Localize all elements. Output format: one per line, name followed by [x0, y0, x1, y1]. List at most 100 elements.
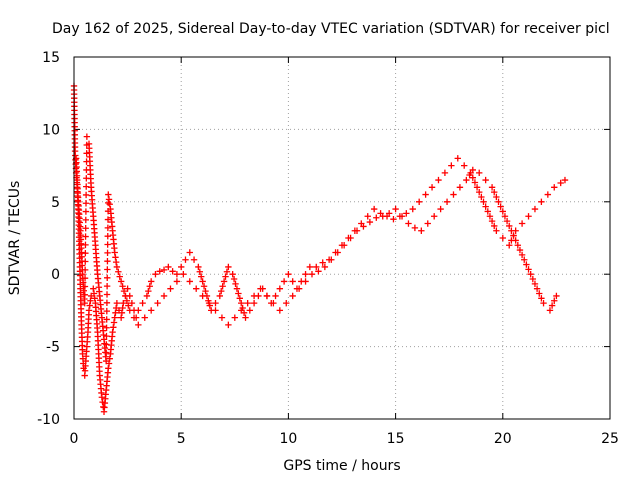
data-point-interp [145, 287, 152, 295]
data-point [225, 321, 232, 329]
data-point [544, 191, 552, 198]
data-point-interp [525, 266, 532, 273]
data-point [130, 314, 138, 321]
plot-frame [73, 56, 611, 420]
data-point-interp [105, 196, 113, 203]
data-point-interp [536, 290, 543, 297]
data-point [199, 292, 206, 300]
data-point [105, 191, 112, 198]
data-point-interp [82, 233, 89, 240]
data-point [561, 176, 569, 184]
data-point [313, 263, 320, 271]
data-point-interp [104, 199, 112, 207]
y-tick-label: 0 [51, 267, 60, 283]
x-tick-label: 20 [494, 431, 512, 447]
data-point-interp [198, 273, 205, 280]
data-point [105, 365, 112, 372]
data-point [242, 314, 249, 321]
data-point-interp [119, 283, 126, 290]
data-point [272, 292, 279, 300]
data-point [508, 227, 515, 234]
data-point [518, 220, 526, 227]
x-tick-label: 10 [279, 431, 297, 447]
data-point [370, 205, 378, 213]
data-point-interp [81, 274, 89, 282]
data-point-interp [91, 295, 98, 302]
data-point [143, 292, 151, 300]
data-point-interp [104, 224, 112, 232]
data-point [141, 314, 148, 321]
data-point-interp [236, 295, 244, 302]
data-point-interp [82, 241, 89, 249]
data-point-interp [471, 179, 479, 186]
data-point [111, 249, 118, 256]
data-point [135, 321, 142, 329]
data-point [193, 285, 200, 292]
data-point [109, 328, 116, 336]
data-point [306, 263, 314, 271]
data-point [289, 292, 296, 300]
data-point [390, 215, 397, 223]
data-point-interp [510, 232, 517, 239]
x-tick-label: 5 [177, 431, 186, 447]
data-point [373, 214, 380, 221]
data-point-interp [104, 274, 111, 282]
data-point [473, 184, 481, 191]
data-point-interp [104, 249, 111, 257]
data-point-interp [119, 304, 126, 312]
data-point [379, 213, 386, 220]
data-point-interp [104, 216, 112, 223]
data-point-interp [82, 225, 89, 232]
data-point-interp [103, 282, 111, 290]
data-point-interp [82, 258, 89, 265]
data-point-interp [512, 237, 519, 244]
y-tick-label: 15 [42, 50, 60, 66]
data-point [514, 242, 522, 249]
data-point [195, 263, 202, 271]
data-point [409, 205, 416, 213]
data-point-interp [87, 297, 94, 304]
data-point-interp [82, 200, 90, 207]
data-point [238, 307, 245, 314]
data-point [205, 299, 213, 307]
data-point [525, 213, 532, 220]
data-point-interp [82, 191, 90, 199]
data-point [81, 299, 88, 307]
data-point-interp [529, 275, 537, 283]
data-point [246, 307, 254, 314]
data-point [139, 299, 146, 307]
data-point [295, 285, 303, 292]
data-points [70, 82, 569, 415]
data-point-interp [104, 266, 111, 273]
data-point [270, 299, 277, 307]
data-point-interp [81, 291, 89, 299]
data-point [540, 299, 547, 307]
data-point [506, 242, 513, 249]
data-point-interp [82, 208, 90, 215]
data-point-interp [476, 188, 483, 196]
data-point [220, 278, 228, 285]
data-point [411, 224, 419, 232]
data-point-interp [112, 309, 119, 317]
y-axis-label: SDTVAR / TECUs [7, 181, 23, 296]
data-point [186, 278, 193, 285]
data-point [186, 249, 193, 256]
data-point [366, 218, 374, 226]
data-point-interp [516, 246, 524, 254]
data-point [463, 176, 470, 184]
data-point-interp [551, 297, 558, 304]
data-point [250, 292, 258, 300]
data-point [480, 198, 487, 205]
data-point-interp [146, 283, 153, 290]
data-point [154, 299, 161, 307]
data-point [276, 285, 284, 292]
data-point-interp [518, 251, 526, 259]
data-point-interp [223, 268, 231, 275]
data-point [531, 205, 539, 213]
data-point-interp [491, 188, 498, 196]
data-point [173, 271, 181, 278]
data-point [276, 307, 284, 314]
data-point-interp [106, 201, 113, 208]
data-point-interp [81, 266, 89, 274]
data-point [167, 285, 174, 292]
